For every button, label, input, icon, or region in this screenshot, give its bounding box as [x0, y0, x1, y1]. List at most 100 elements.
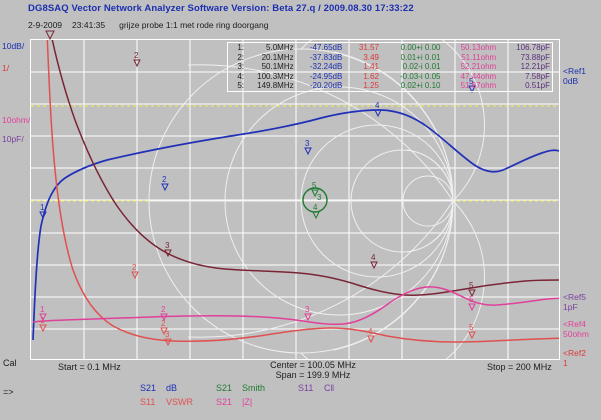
- cell-idx: 3:: [237, 62, 245, 72]
- capture-time: 23:41:35: [72, 20, 106, 30]
- marker-label: 2: [134, 51, 139, 60]
- cell-db: -24.95dB: [309, 71, 343, 81]
- marker-label: 3: [305, 305, 310, 314]
- capture-comment: grijze probe 1:1 met rode ring doorgang: [119, 20, 269, 30]
- cell-freq: 50.1MHz: [261, 62, 294, 72]
- cell-db: -47.65dB: [309, 43, 343, 52]
- sweep-span[interactable]: Span = 199.9 MHz: [275, 370, 351, 380]
- ref-label-1-name: <Ref1: [563, 66, 586, 76]
- legend-format: C‖: [324, 383, 335, 393]
- trace-s21-z: [32, 286, 559, 326]
- cell-ohm: 50.13ohm: [460, 43, 497, 52]
- cell-ohm: 51.11ohm: [461, 52, 497, 62]
- marker-top-arrow-icon: [45, 30, 55, 41]
- scale-label-vswr[interactable]: 1/: [2, 63, 10, 73]
- table-row[interactable]: 2: 20.1MHz -37.83dB 3.49 0.01+i 0.01 51.11ohm…: [228, 53, 552, 63]
- scale-label-ohm[interactable]: 10ohm/: [2, 115, 31, 125]
- ref-label-2[interactable]: <Ref2 1: [563, 348, 586, 368]
- cell-db: -37.83dB: [309, 52, 343, 62]
- legend-format: dB: [166, 383, 178, 393]
- cell-smith: 0.01+i 0.01: [400, 52, 441, 62]
- cell-smith: 0.02-i 0.01: [402, 62, 441, 72]
- cell-freq: 20.1MHz: [261, 52, 294, 62]
- table-row[interactable]: 3: 50.1MHz -32.24dB 1.41 0.02-i 0.01 52.21ohm…: [228, 62, 552, 72]
- plot-area[interactable]: 1 2 3 4 5 1 2 2 3 4 5: [30, 39, 560, 360]
- cal-status[interactable]: Cal: [3, 358, 17, 368]
- legend-item-s11-vswr[interactable]: S11 VSWR: [140, 397, 193, 407]
- cell-smith: 0.02+i 0.10: [400, 81, 441, 91]
- legend-item-s21-smith[interactable]: S21 Smith: [216, 383, 265, 393]
- cell-smith: -0.03-i 0.05: [400, 71, 441, 81]
- trace-legend: S21 dB S11 VSWR S21 Smith S21 |Z| S11 C‖: [0, 383, 601, 415]
- cell-pf: 7.58pF: [525, 71, 550, 81]
- ref-label-5[interactable]: <Ref5 1pF: [563, 292, 586, 312]
- ref-label-5-value: 1pF: [563, 302, 578, 312]
- ref-label-4-value: 50ohm: [563, 329, 589, 339]
- marker-label: 5: [312, 181, 317, 190]
- cell-pf: 12.21pF: [520, 62, 550, 72]
- scale-label-pf[interactable]: 10pF/: [2, 134, 24, 144]
- legend-param: S11: [140, 397, 156, 407]
- marker-label: 3: [165, 241, 170, 250]
- ref-label-2-value: 1: [563, 358, 568, 368]
- cell-freq: 100.3MHz: [257, 71, 294, 81]
- legend-item-s21-db[interactable]: S21 dB: [140, 383, 177, 393]
- marker-label: 1: [40, 203, 45, 212]
- cell-vswr: 1.41: [363, 62, 379, 72]
- table-row[interactable]: 4: 100.3MHz -24.95dB 1.62 -0.03-i 0.05 47.44o…: [228, 72, 552, 82]
- page-title: DG8SAQ Vector Network Analyzer Software …: [28, 3, 414, 14]
- table-row[interactable]: 5: 149.8MHz -20.20dB 1.25 0.02+i 0.10 51.67oh…: [228, 81, 552, 91]
- marker-label: 5: [469, 323, 474, 332]
- legend-item-s21-z[interactable]: S21 |Z|: [216, 397, 252, 407]
- cell-freq: 5.0MHz: [266, 43, 294, 52]
- legend-param: S21: [216, 397, 233, 407]
- ref-label-1-value: 0dB: [563, 76, 579, 86]
- cell-idx: 5:: [237, 81, 245, 91]
- marker-table-body: 1: 5.0MHz -47.65dB 31.57 0.00+i 0.00 50.13ohm…: [228, 43, 552, 91]
- trace-s21-db: [32, 109, 559, 341]
- marker-label: 5: [469, 77, 474, 86]
- cell-db: -32.24dB: [309, 62, 343, 72]
- cell-pf: 106.78pF: [516, 43, 550, 52]
- direction-arrow[interactable]: =>: [3, 387, 14, 397]
- marker-label: 3: [317, 193, 322, 202]
- legend-param: S11: [298, 383, 314, 393]
- trace-layer: 1 2 3 4 5 1 2 2 3 4 5: [32, 40, 559, 347]
- cell-idx: 4:: [237, 71, 245, 81]
- legend-item-s11-c[interactable]: S11 C‖: [298, 383, 334, 393]
- marker-label: 2: [161, 305, 166, 314]
- cell-vswr: 31.57: [358, 43, 379, 52]
- cell-vswr: 3.49: [363, 52, 379, 62]
- sweep-start[interactable]: Start = 0.1 MHz: [58, 362, 121, 372]
- scale-label-db[interactable]: 10dB/: [2, 41, 25, 51]
- cell-vswr: 1.62: [363, 71, 379, 81]
- capture-info: 2-9-2009 23:41:35 grijze probe 1:1 met rod…: [28, 20, 268, 30]
- legend-format: VSWR: [166, 397, 193, 407]
- cell-ohm: 47.44ohm: [460, 71, 497, 81]
- marker-label: 5: [469, 295, 474, 304]
- marker-label: 4: [313, 203, 318, 212]
- sweep-center[interactable]: Center = 100.05 MHz: [270, 360, 356, 370]
- marker-label: 4: [375, 101, 380, 110]
- table-row[interactable]: 1: 5.0MHz -47.65dB 31.57 0.00+i 0.00 50.13ohm…: [228, 43, 552, 53]
- marker-label: 4: [371, 253, 376, 262]
- sweep-stop[interactable]: Stop = 200 MHz: [487, 362, 552, 372]
- marker-label: 2: [161, 319, 166, 328]
- ref-label-4[interactable]: <Ref4 50ohm: [563, 319, 589, 339]
- cell-idx: 1:: [237, 43, 245, 52]
- marker-label: 2: [132, 263, 137, 272]
- ref-label-2-name: <Ref2: [563, 348, 586, 358]
- trace-s11-c: [51, 40, 559, 296]
- trace-s11-vswr: [46, 40, 559, 343]
- cell-vswr: 1.25: [363, 81, 379, 91]
- capture-date: 2-9-2009: [28, 20, 63, 30]
- ref-label-1[interactable]: <Ref1 0dB: [563, 66, 586, 86]
- ref-label-4-name: <Ref4: [563, 319, 586, 329]
- smith-chart-overlay: [148, 40, 485, 359]
- cell-smith: 0.00+i 0.00: [400, 43, 441, 52]
- marker-table[interactable]: 1: 5.0MHz -47.65dB 31.57 0.00+i 0.00 50.13ohm…: [227, 42, 553, 92]
- legend-format: Smith: [242, 383, 266, 393]
- marker-label: 1: [40, 316, 45, 325]
- marker-label: 2: [162, 175, 167, 184]
- cell-pf: 0.51pF: [525, 81, 550, 91]
